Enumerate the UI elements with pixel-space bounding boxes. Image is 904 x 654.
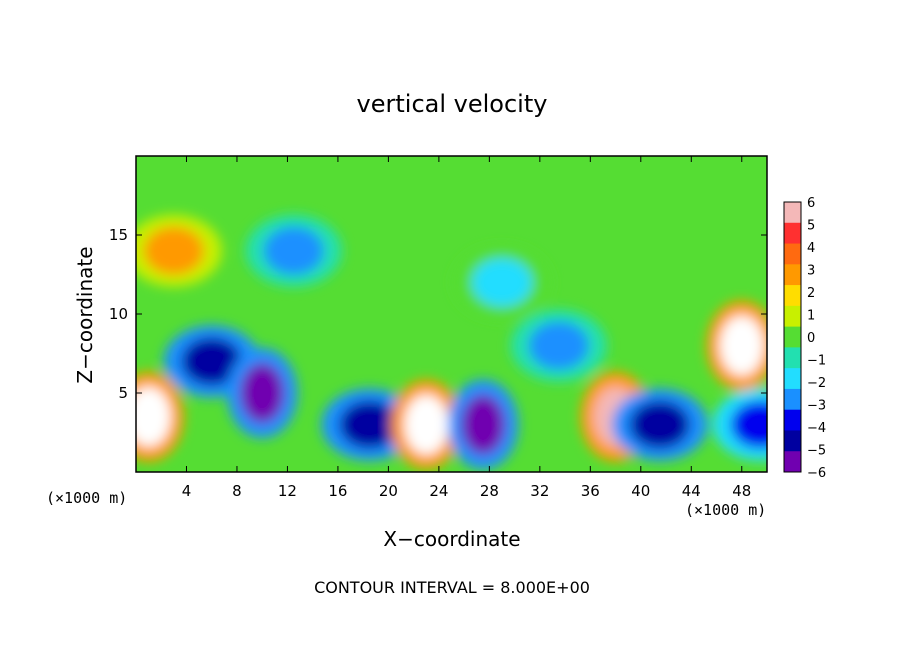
- heatmap-feature: [263, 226, 324, 275]
- y-axis: 5 10 15: [109, 226, 767, 402]
- colorbar-tick-label: −6: [807, 466, 826, 481]
- colorbar-swatch: [784, 243, 801, 265]
- colorbar-tick-label: −3: [807, 399, 826, 414]
- colorbar-tick-label: 0: [807, 331, 815, 346]
- x-tick-label: 4: [182, 482, 192, 500]
- heatmap-feature: [143, 226, 204, 275]
- heatmap-feature: [471, 258, 532, 307]
- heatmap-feature: [404, 394, 449, 455]
- x-axis-title: X−coordinate: [383, 527, 520, 551]
- x-tick-label: 16: [328, 482, 347, 500]
- y-tick-label: 10: [109, 305, 128, 323]
- colorbar-swatch: [784, 305, 801, 328]
- colorbar-tick-label: 4: [807, 241, 815, 256]
- chart-title: vertical velocity: [357, 90, 548, 118]
- x-tick-label: 20: [379, 482, 398, 500]
- heatmap-feature: [629, 400, 690, 449]
- colorbar-swatch: [784, 409, 801, 431]
- colorbar-swatch: [784, 347, 801, 369]
- x-unit-left: (×1000 m): [46, 489, 127, 507]
- contour-interval-note: CONTOUR INTERVAL = 8.000E+00: [314, 578, 590, 597]
- colorbar-tick-label: −2: [807, 376, 826, 391]
- x-tick-label: 24: [429, 482, 448, 500]
- y-axis-title: Z−coordinate: [73, 246, 97, 383]
- x-tick-label: 44: [682, 482, 701, 500]
- x-tick-label: 32: [530, 482, 549, 500]
- colorbar-swatch: [784, 285, 801, 307]
- heatmap-feature: [240, 363, 285, 423]
- colorbar-tick-label: 2: [807, 286, 815, 301]
- x-unit-right: (×1000 m): [685, 501, 766, 519]
- x-tick-label: 36: [581, 482, 600, 500]
- x-axis: 4 8 12 16 20 24 28 32 36 40 44 48: [182, 156, 751, 500]
- colorbar-swatch: [784, 451, 801, 473]
- x-tick-label: 8: [232, 482, 242, 500]
- heatmap-area: [136, 156, 767, 472]
- colorbar-frame: [783, 201, 802, 473]
- heatmap-feature: [461, 394, 506, 455]
- colorbar-swatch: [784, 202, 801, 224]
- colorbar-swatch: [784, 222, 801, 245]
- colorbar-swatch: [784, 368, 801, 390]
- colorbar-tick-label: −4: [807, 421, 826, 436]
- colorbar-swatch: [784, 388, 801, 411]
- heatmap-feature: [181, 337, 242, 386]
- x-tick-label: 28: [480, 482, 499, 500]
- colorbar-swatch: [784, 264, 801, 286]
- colorbar-tick-label: 6: [807, 196, 815, 211]
- colorbar-tick-label: 1: [807, 309, 815, 324]
- colorbar-tick-label: −1: [807, 354, 826, 369]
- heatmap-feature: [730, 400, 767, 449]
- heatmap-feature: [339, 400, 400, 449]
- colorbar-tick-label: 5: [807, 219, 815, 234]
- y-tick-label: 15: [109, 226, 128, 244]
- x-tick-label: 48: [732, 482, 751, 500]
- colorbar-swatch: [784, 326, 801, 348]
- heatmap-blobs: [136, 214, 767, 470]
- heatmap-feature: [528, 321, 589, 370]
- x-tick-label: 12: [278, 482, 297, 500]
- heatmap-feature: [719, 315, 764, 376]
- colorbar: 6 5 4 3 2 1 0 −1 −2 −3 −4 −5 −6: [783, 196, 826, 481]
- y-tick-label: 5: [118, 384, 128, 402]
- colorbar-swatch: [784, 430, 801, 452]
- x-tick-label: 40: [631, 482, 650, 500]
- colorbar-tick-label: 3: [807, 264, 815, 279]
- colorbar-tick-label: −5: [807, 444, 826, 459]
- heatmap-feature: [136, 386, 171, 447]
